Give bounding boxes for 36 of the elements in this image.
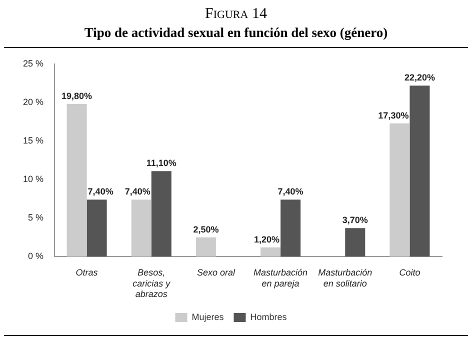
bar [86, 200, 107, 257]
chart-title: Figura 14 [204, 5, 268, 23]
legend-label: Hombres [250, 312, 288, 322]
bar [260, 247, 281, 257]
data-label: 7,40% [278, 186, 304, 197]
y-tick-label: 15 % [23, 136, 44, 146]
data-label: 3,70% [342, 215, 368, 226]
y-tick-label: 0 % [28, 251, 44, 262]
x-tick-label: Otras [76, 268, 98, 278]
data-label: 7,40% [88, 186, 114, 197]
bar [66, 104, 87, 257]
x-tick-label: Sexo oral [196, 268, 236, 278]
data-label: 22,20% [404, 72, 435, 83]
data-label: 11,10% [146, 158, 176, 168]
y-tick-label: 5 % [28, 212, 44, 223]
x-tick-label: Besos, caricias y abrazos [132, 268, 171, 300]
y-tick-label: 10 % [23, 174, 44, 184]
data-label: 2,50% [193, 224, 219, 234]
x-tick-label: Masturbación en solitario [318, 268, 372, 288]
chart-subtitle: Tipo de actividad sexual en función del sexo (género) [4, 25, 468, 48]
bar [131, 200, 152, 257]
bar [410, 86, 430, 257]
data-label: 17,30% [378, 110, 409, 120]
bar [196, 237, 216, 257]
legend-label: Mujeres [192, 312, 224, 322]
data-label: 1,20% [254, 234, 280, 244]
bar [151, 171, 172, 257]
x-tick-label: Masturbación en pareja [254, 268, 308, 288]
bar [280, 200, 301, 257]
x-tick-label: Coito [399, 268, 420, 278]
data-label: 7,40% [124, 186, 150, 197]
y-tick-label: 20 % [23, 97, 44, 108]
data-label: 19,80% [62, 91, 92, 102]
bar [390, 123, 410, 257]
y-tick-label: 25 % [23, 58, 44, 68]
bar [345, 228, 366, 257]
